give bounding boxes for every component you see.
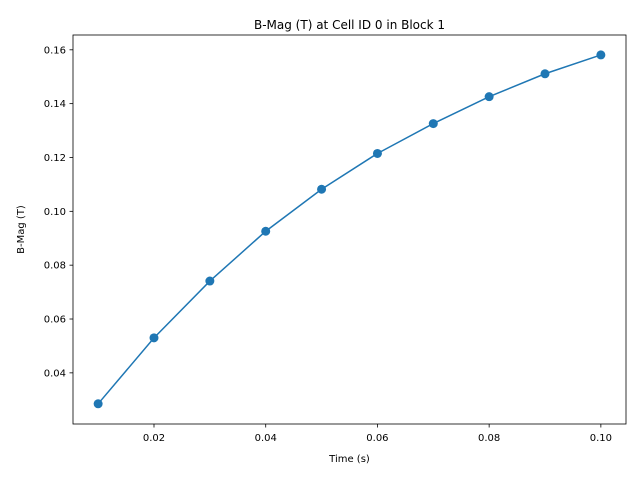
x-tick-label: 0.02 <box>143 433 165 444</box>
x-axis-label: Time (s) <box>328 454 370 465</box>
point <box>261 226 271 236</box>
point <box>205 276 215 286</box>
x-tick-label: 0.06 <box>366 433 388 444</box>
y-tick-label: 0.10 <box>44 207 66 218</box>
y-axis-label: B-Mag (T) <box>16 205 27 254</box>
y-tick-label: 0.16 <box>44 45 66 56</box>
x-tick-label: 0.08 <box>478 433 500 444</box>
point <box>93 399 103 409</box>
x-tick-label: 0.04 <box>255 433 277 444</box>
y-tick-label: 0.14 <box>44 99 66 110</box>
y-tick-label: 0.12 <box>44 153 66 164</box>
point <box>540 69 550 79</box>
x-tick-label: 0.10 <box>590 433 612 444</box>
point <box>372 148 382 158</box>
point <box>484 92 494 102</box>
point <box>428 119 438 129</box>
point <box>596 50 606 60</box>
point <box>317 184 327 194</box>
y-tick-label: 0.04 <box>44 368 66 379</box>
series-line <box>97 54 602 405</box>
y-tick-label: 0.06 <box>44 315 66 326</box>
chart-title: B-Mag (T) at Cell ID 0 in Block 1 <box>254 18 445 32</box>
plot-frame <box>72 34 627 425</box>
y-tick-label: 0.08 <box>44 261 66 272</box>
point <box>149 333 159 343</box>
